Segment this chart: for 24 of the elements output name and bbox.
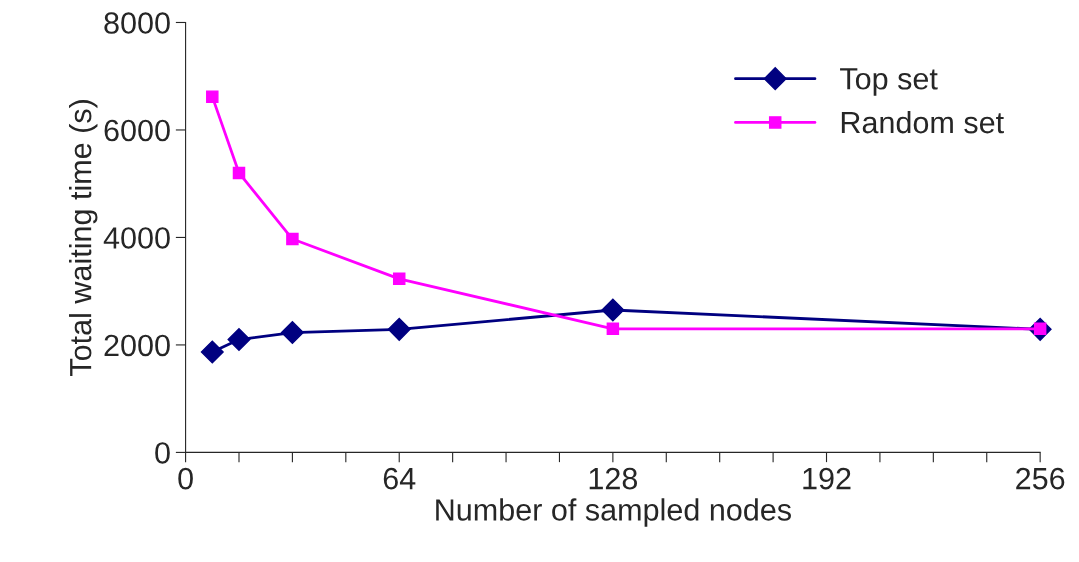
x-tick-label: 0 bbox=[178, 467, 193, 490]
legend-label: Random set bbox=[841, 110, 1004, 134]
point bbox=[601, 298, 625, 322]
point bbox=[232, 166, 246, 180]
y-tick-label: 8000 bbox=[104, 12, 170, 34]
x-tick-label: 128 bbox=[589, 467, 638, 490]
legend-label: Top set bbox=[840, 68, 938, 96]
y-axis-title: Total waiting time (s) bbox=[69, 100, 98, 376]
point bbox=[387, 317, 411, 341]
point bbox=[206, 90, 219, 103]
x-tick-label: 192 bbox=[803, 467, 851, 490]
point bbox=[227, 328, 251, 352]
y-tick-label: 6000 bbox=[104, 119, 170, 142]
point bbox=[280, 321, 304, 345]
y-tick-label: 0 bbox=[155, 442, 170, 464]
y-tick-label: 4000 bbox=[103, 227, 170, 249]
point bbox=[392, 272, 406, 286]
y-tick-label: 2000 bbox=[104, 334, 170, 357]
point bbox=[200, 340, 224, 364]
x-tick-label: 64 bbox=[383, 467, 416, 490]
x-tick-label: 256 bbox=[1016, 467, 1065, 490]
x-axis-title: Number of sampled nodes bbox=[436, 498, 791, 527]
point bbox=[286, 232, 299, 246]
point bbox=[606, 322, 620, 336]
